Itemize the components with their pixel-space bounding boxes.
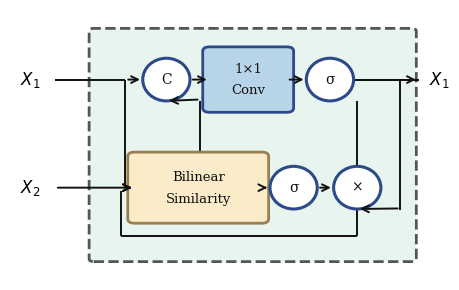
Text: Conv: Conv: [231, 84, 264, 97]
Text: $X_2$: $X_2$: [20, 178, 40, 198]
Ellipse shape: [306, 58, 353, 101]
FancyBboxPatch shape: [89, 28, 415, 262]
FancyBboxPatch shape: [128, 152, 268, 223]
Ellipse shape: [269, 166, 317, 209]
Text: σ: σ: [325, 72, 334, 87]
Text: $X_1$: $X_1$: [20, 70, 40, 90]
Text: ×: ×: [351, 181, 362, 195]
Text: $X_1$: $X_1$: [428, 70, 448, 90]
Ellipse shape: [333, 166, 380, 209]
Text: C: C: [161, 72, 171, 87]
Text: 1×1: 1×1: [234, 63, 262, 76]
Ellipse shape: [142, 58, 190, 101]
FancyBboxPatch shape: [202, 47, 293, 112]
Text: Similarity: Similarity: [165, 193, 230, 206]
Text: Bilinear: Bilinear: [171, 171, 224, 184]
Text: σ: σ: [288, 181, 298, 195]
